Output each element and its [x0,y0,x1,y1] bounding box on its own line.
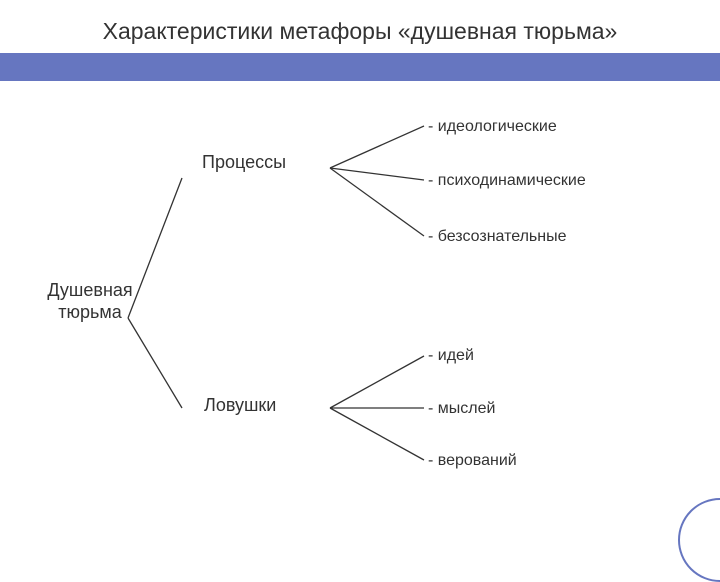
leaf-unconscious: - безсознательные [428,228,567,246]
page-title: Характеристики метафоры «душевная тюрьма… [0,18,720,45]
leaf-beliefs: - верований [428,452,517,470]
root-node: Душевная тюрьма [30,280,150,323]
leaf-ideas: - идей [428,347,474,365]
header-band [0,53,720,79]
branch-node-processes: Процессы [202,152,286,174]
header-underline [0,79,720,81]
connector-lines [0,0,720,540]
root-label-line1: Душевная [47,280,132,300]
corner-arc-decoration [678,498,720,582]
branch-node-traps: Ловушки [204,395,276,417]
root-label-line2: тюрьма [58,302,122,322]
leaf-thoughts: - мыслей [428,400,495,418]
leaf-ideological: - идеологические [428,118,557,136]
leaf-psychodynamic: - психодинамические [428,172,586,190]
